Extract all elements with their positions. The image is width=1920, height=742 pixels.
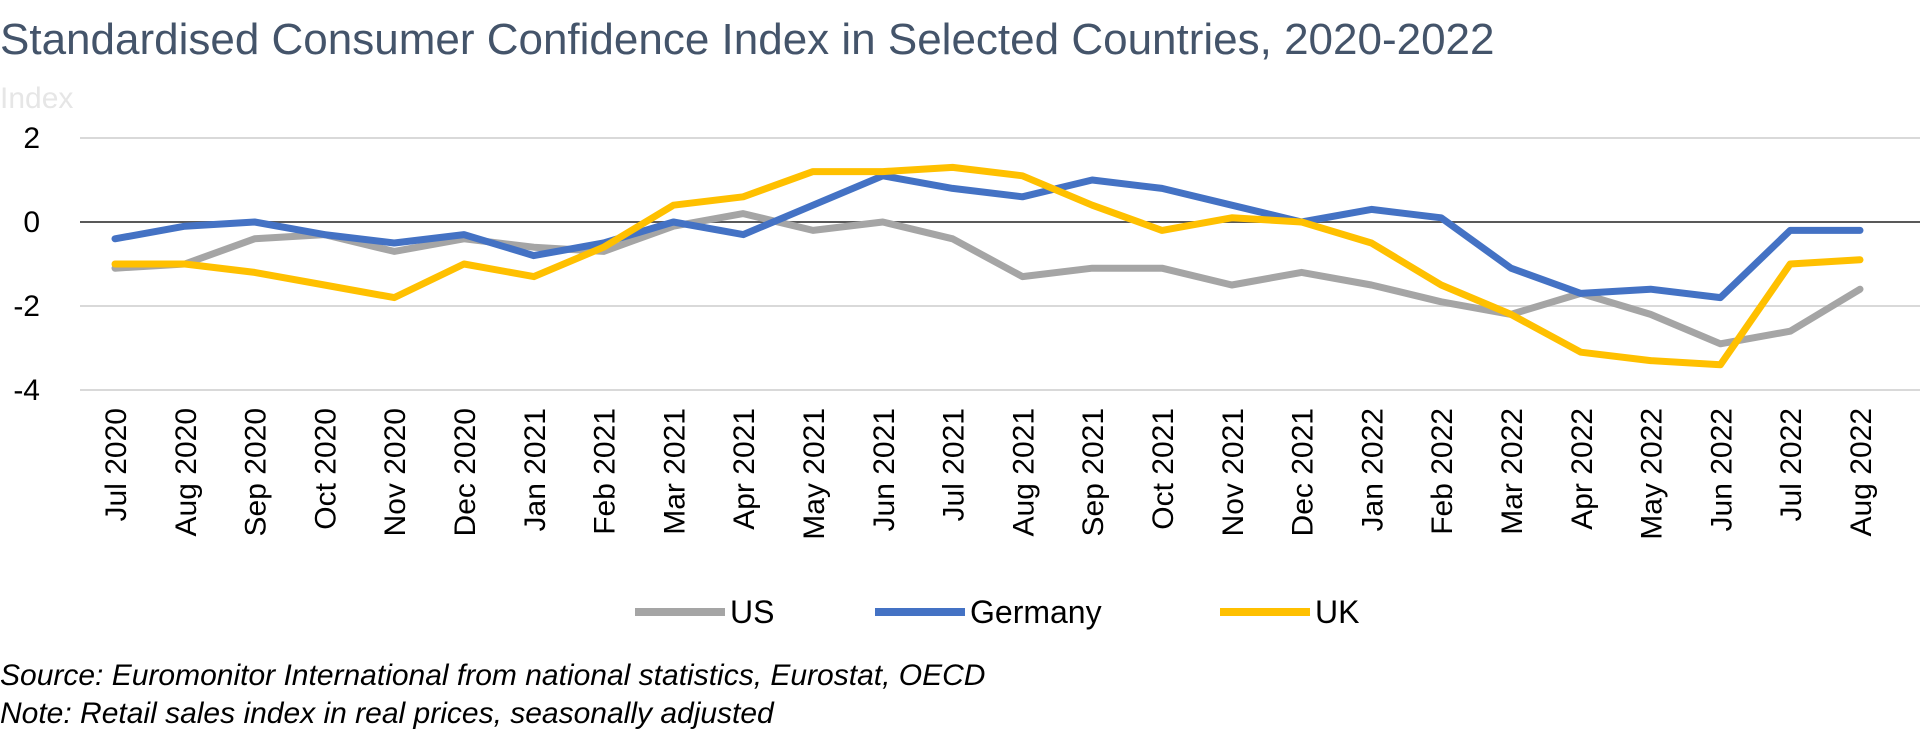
x-tick-label: Jul 2020 <box>100 408 133 521</box>
x-tick-label: Feb 2021 <box>589 408 622 535</box>
x-tick-label: Jan 2022 <box>1356 408 1389 531</box>
x-tick-label: Nov 2020 <box>379 408 412 536</box>
x-tick-label: Feb 2022 <box>1426 408 1459 535</box>
legend-label-germany: Germany <box>970 594 1102 630</box>
y-tick-label: 0 <box>23 206 40 239</box>
x-tick-label: Dec 2021 <box>1287 408 1320 536</box>
series-lines <box>111 163 1864 369</box>
x-tick-label: Jun 2021 <box>868 408 901 531</box>
x-tick-label: Jun 2022 <box>1705 408 1738 531</box>
y-unit-label: Index <box>0 82 73 115</box>
gridlines <box>80 137 1920 391</box>
x-tick-label: May 2022 <box>1636 408 1669 540</box>
y-axis-ticks: 2 0 -2 -4 <box>13 122 40 407</box>
x-tick-label: Jul 2022 <box>1775 408 1808 521</box>
footnote: Note: Retail sales index in real prices,… <box>0 697 775 730</box>
x-tick-label: Nov 2021 <box>1217 408 1250 536</box>
x-tick-label: May 2021 <box>798 408 831 540</box>
x-tick-label: Sep 2020 <box>240 408 273 536</box>
x-tick-label: Jan 2021 <box>519 408 552 531</box>
x-tick-label: Mar 2022 <box>1496 408 1529 535</box>
y-tick-label: -4 <box>13 374 40 407</box>
legend: US Germany UK <box>635 594 1359 630</box>
series-line-germany <box>111 172 1864 302</box>
y-tick-label: 2 <box>23 122 40 155</box>
x-tick-label: Mar 2021 <box>658 408 691 535</box>
x-tick-label: Aug 2020 <box>170 408 203 536</box>
x-tick-label: Aug 2021 <box>1007 408 1040 536</box>
series-line-uk <box>111 163 1864 369</box>
series-line-us <box>111 210 1864 348</box>
y-tick-label: -2 <box>13 290 40 323</box>
x-tick-label: Apr 2021 <box>728 408 761 530</box>
x-tick-label: Dec 2020 <box>449 408 482 536</box>
x-tick-label: Oct 2020 <box>309 408 342 530</box>
legend-label-uk: UK <box>1315 594 1359 630</box>
legend-label-us: US <box>730 594 774 630</box>
chart-title: Standardised Consumer Confidence Index i… <box>0 15 1495 64</box>
x-tick-label: Apr 2022 <box>1566 408 1599 530</box>
x-tick-label: Jul 2021 <box>938 408 971 521</box>
x-axis-ticks: Jul 2020 Aug 2020 Sep 2020 Oct 2020 Nov 2020… <box>100 408 1878 540</box>
x-tick-label: Sep 2021 <box>1077 408 1110 536</box>
x-tick-label: Aug 2022 <box>1845 408 1878 536</box>
source-note: Source: Euromonitor International from n… <box>0 659 985 692</box>
x-tick-label: Oct 2021 <box>1147 408 1180 530</box>
